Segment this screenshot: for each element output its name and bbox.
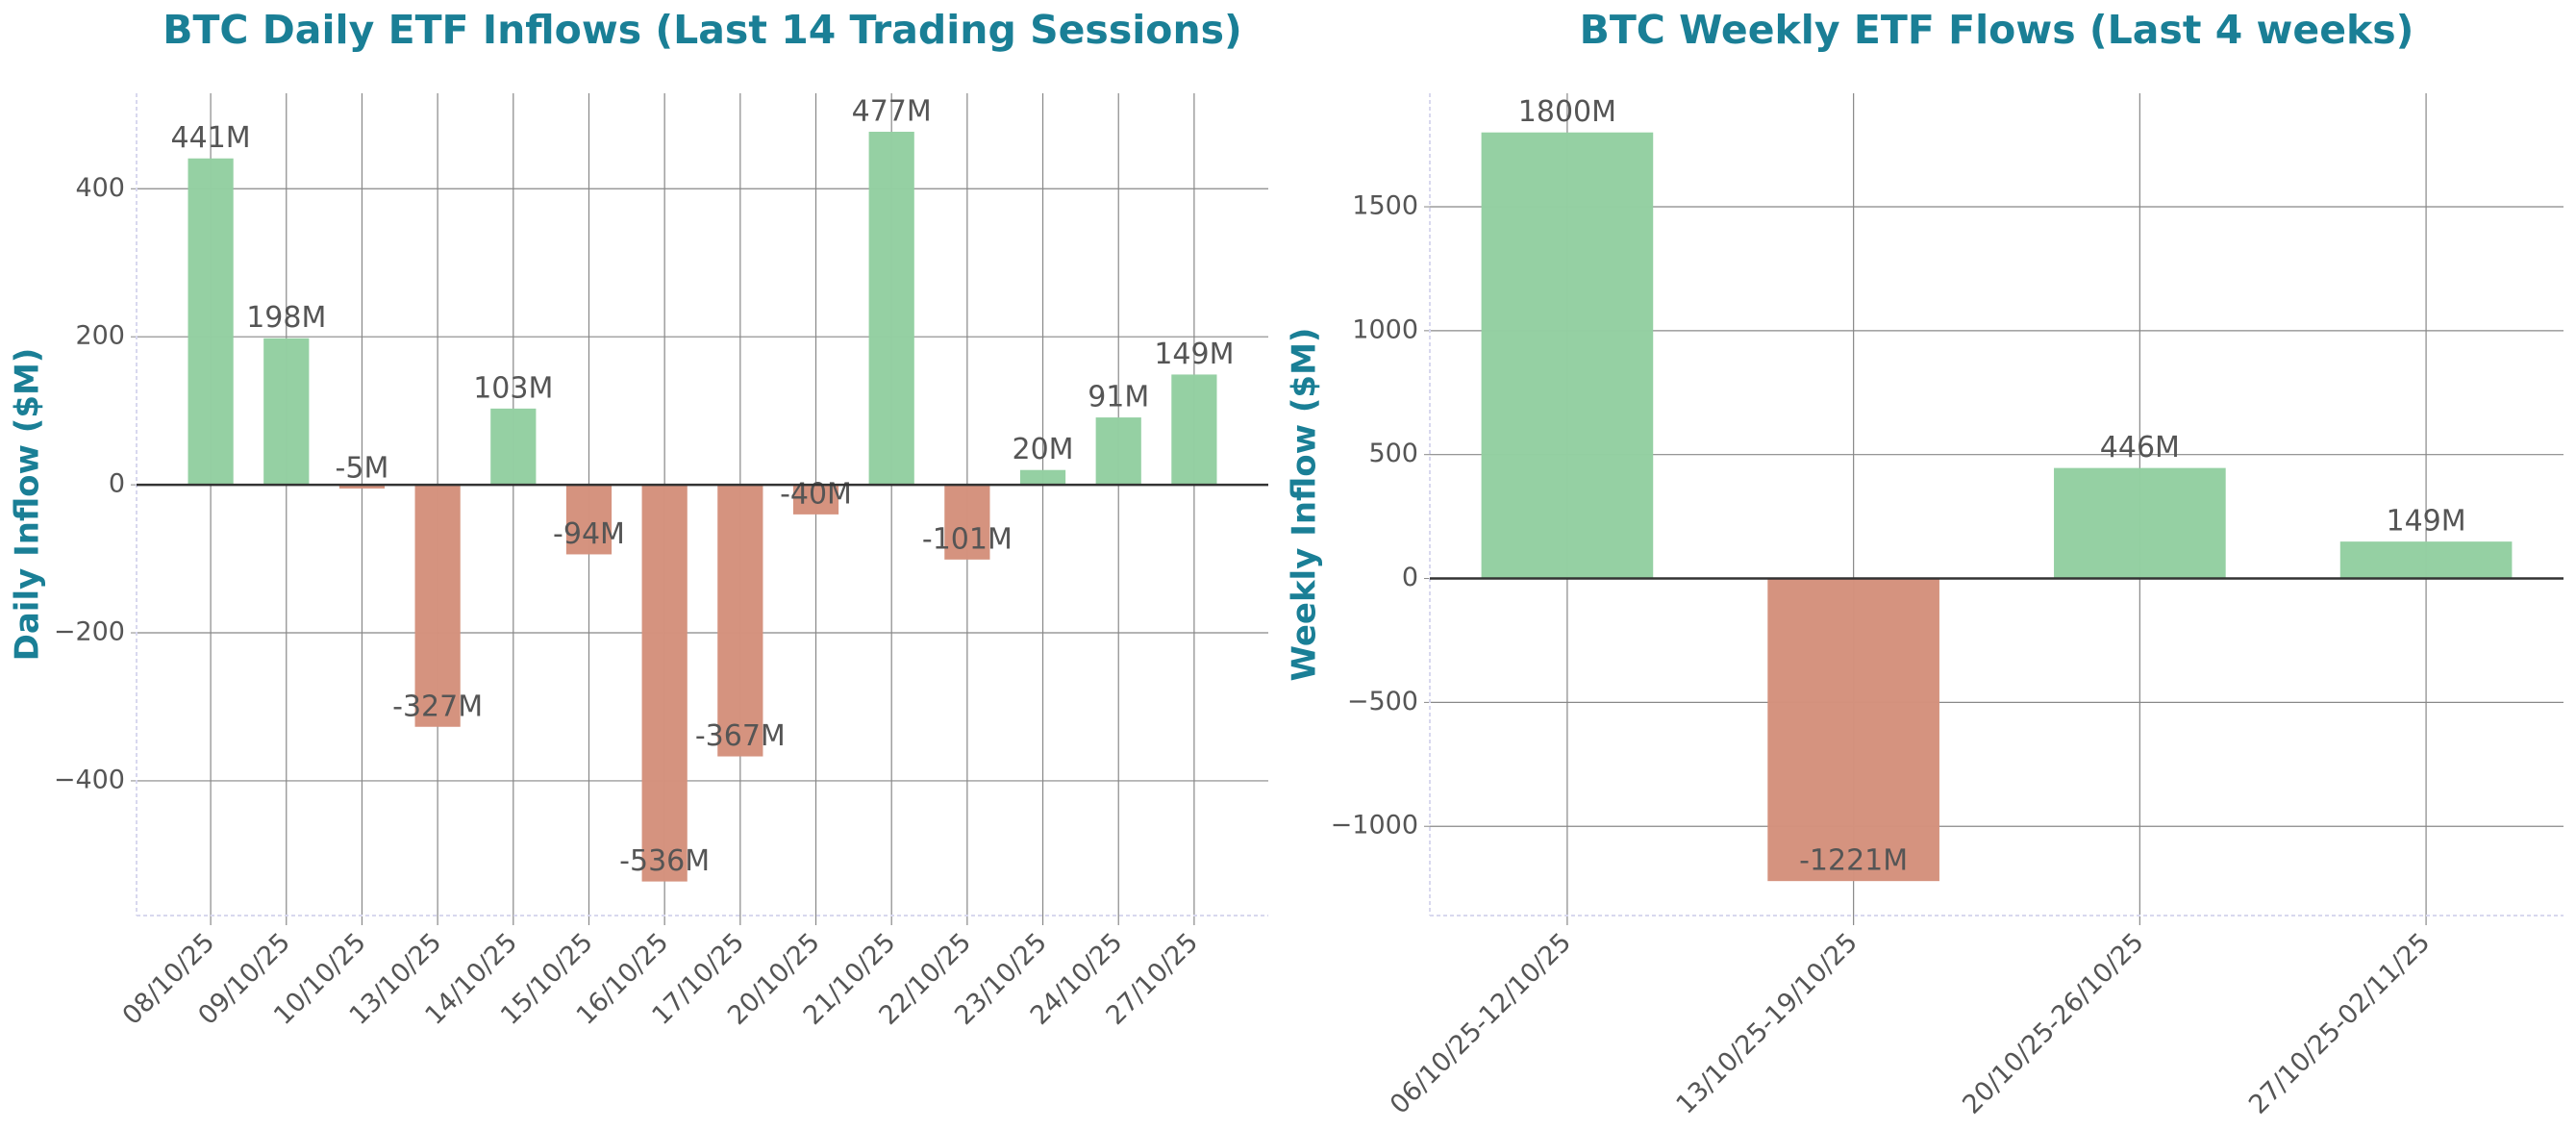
value-label: 149M xyxy=(2387,505,2466,539)
bar xyxy=(1095,417,1141,486)
y-tick-label: −500 xyxy=(1347,687,1418,716)
y-axis-label: Weekly Inflow ($M) xyxy=(1286,328,1324,682)
y-tick-label: 500 xyxy=(1368,439,1418,468)
value-label: 446M xyxy=(2100,431,2180,465)
bar xyxy=(565,485,613,555)
y-tick-label: 200 xyxy=(75,321,125,351)
value-label: 103M xyxy=(473,371,553,405)
bar xyxy=(338,485,386,489)
x-tick-label: 06/10/25-12/10/25 xyxy=(1385,927,1577,1119)
value-label: -1221M xyxy=(1799,844,1908,878)
y-tick-label: 0 xyxy=(1402,563,1418,592)
x-tick-label: 13/10/25-19/10/25 xyxy=(1671,927,1863,1119)
value-label: 91M xyxy=(1088,381,1149,414)
bar xyxy=(2054,467,2226,579)
value-label: -327M xyxy=(392,690,483,723)
bar xyxy=(490,408,537,486)
y-tick-label: 1000 xyxy=(1352,314,1418,344)
y-tick-label: 400 xyxy=(75,173,125,203)
value-label: 198M xyxy=(246,301,326,335)
y-tick-label: −400 xyxy=(54,765,125,794)
value-label: 1800M xyxy=(1518,95,1616,129)
y-tick-label: −200 xyxy=(54,617,125,647)
bar xyxy=(188,158,234,486)
bar xyxy=(263,338,310,486)
value-label: 441M xyxy=(171,121,251,155)
bar xyxy=(1481,132,1654,579)
x-tick-label: 27/10/25-02/11/25 xyxy=(2243,927,2436,1119)
value-label: -5M xyxy=(336,451,389,485)
bar xyxy=(944,485,990,560)
value-label: -40M xyxy=(780,477,852,511)
y-tick-label: 1500 xyxy=(1352,191,1418,221)
bar xyxy=(717,485,763,757)
chart-title: BTC Daily ETF Inflows (Last 14 Trading S… xyxy=(163,7,1242,53)
bar xyxy=(1171,374,1217,486)
bar xyxy=(868,132,914,486)
chart-title: BTC Weekly ETF Flows (Last 4 weeks) xyxy=(1580,7,2414,53)
y-tick-label: −1000 xyxy=(1331,811,1418,841)
value-label: -94M xyxy=(553,517,625,551)
bar xyxy=(792,485,839,515)
bar xyxy=(414,485,461,727)
value-label: 149M xyxy=(1154,338,1234,371)
bar xyxy=(1019,469,1066,486)
x-tick-label: 20/10/25-26/10/25 xyxy=(1957,927,2149,1119)
value-label: 20M xyxy=(1013,433,1074,466)
bar xyxy=(2339,541,2513,579)
value-label: -101M xyxy=(922,522,1013,556)
value-label: -536M xyxy=(619,844,710,878)
y-axis-label: Daily Inflow ($M) xyxy=(9,348,47,662)
bar xyxy=(641,485,688,882)
value-label: -367M xyxy=(695,719,786,753)
y-tick-label: 0 xyxy=(109,469,125,499)
bar xyxy=(1767,578,1939,882)
value-label: 477M xyxy=(852,95,932,129)
